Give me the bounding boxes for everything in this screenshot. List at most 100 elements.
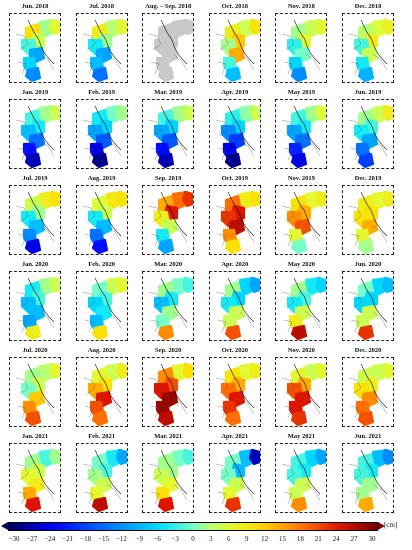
panel-map-frame bbox=[342, 271, 394, 341]
anomaly-region bbox=[357, 324, 375, 340]
map-panel: Feb. 2019 bbox=[73, 87, 131, 171]
anomaly-region bbox=[224, 496, 241, 512]
anomaly-region bbox=[357, 496, 375, 512]
panel-map-frame bbox=[75, 13, 128, 83]
coastline bbox=[160, 449, 188, 495]
country-borders bbox=[149, 377, 188, 419]
country-borders bbox=[82, 33, 121, 75]
anomaly-map bbox=[149, 104, 194, 168]
country-borders bbox=[149, 291, 188, 333]
panel-map-frame bbox=[75, 443, 128, 513]
panel-map-frame bbox=[342, 357, 394, 427]
anomaly-region bbox=[248, 362, 260, 380]
coastline bbox=[227, 363, 255, 409]
map-panel: May 2021 bbox=[272, 431, 330, 515]
anomaly-region bbox=[91, 496, 108, 512]
anomaly-region bbox=[24, 496, 42, 512]
map-panel: Jun. 2018 bbox=[6, 1, 64, 85]
map-panel: Apr. 2019 bbox=[206, 87, 264, 171]
panel-map-frame bbox=[208, 271, 261, 341]
panel-map-frame bbox=[75, 357, 128, 427]
colorbar-tick-label: −6 bbox=[153, 535, 161, 543]
anomaly-map bbox=[15, 190, 60, 254]
anomaly-region bbox=[24, 238, 42, 254]
panel-map-frame bbox=[342, 99, 394, 169]
country-borders bbox=[215, 33, 254, 75]
panel-map-frame bbox=[9, 357, 61, 427]
country-borders bbox=[215, 377, 254, 419]
anomaly-region bbox=[248, 18, 260, 36]
anomaly-map bbox=[82, 276, 127, 340]
anomaly-region bbox=[291, 238, 308, 254]
coastline bbox=[227, 277, 255, 323]
anomaly-region bbox=[91, 324, 108, 340]
coastline bbox=[360, 363, 388, 409]
anomaly-region bbox=[115, 104, 127, 122]
coastline bbox=[94, 277, 121, 323]
anomaly-region bbox=[182, 276, 194, 294]
panel-title: Jan. 2021 bbox=[21, 433, 49, 440]
panel-title: Aug. 2019 bbox=[87, 175, 116, 182]
coastline bbox=[94, 363, 121, 409]
panel-map-frame bbox=[75, 271, 128, 341]
coastline bbox=[360, 105, 388, 151]
anomaly-map bbox=[282, 448, 327, 512]
colorbar-tick-label: −3 bbox=[171, 535, 179, 543]
panel-title: Jun. 2020 bbox=[354, 261, 382, 268]
map-panel: Jun. 2021 bbox=[339, 431, 397, 515]
coastline bbox=[294, 191, 321, 237]
anomaly-region bbox=[91, 66, 108, 82]
panel-map-frame bbox=[342, 443, 394, 513]
country-borders bbox=[15, 377, 55, 419]
anomaly-region bbox=[115, 448, 127, 466]
panel-map-frame bbox=[275, 13, 328, 83]
anomaly-region bbox=[158, 66, 175, 82]
anomaly-region bbox=[224, 324, 241, 340]
colorbar-tick-label: −27 bbox=[26, 535, 38, 543]
anomaly-map bbox=[215, 18, 260, 82]
country-borders bbox=[282, 377, 321, 419]
anomaly-map bbox=[149, 448, 194, 512]
panel-title: Jan. 2019 bbox=[21, 89, 49, 96]
panel-title: Dec. 2019 bbox=[354, 175, 382, 182]
panel-map-frame bbox=[208, 13, 261, 83]
map-panel: Jun. 2019 bbox=[339, 87, 397, 171]
anomaly-map bbox=[15, 18, 60, 82]
panel-title: Nov. 2020 bbox=[287, 347, 315, 354]
country-borders bbox=[348, 463, 388, 505]
map-panel: Mar. 2019 bbox=[139, 87, 197, 171]
country-borders bbox=[82, 119, 121, 161]
anomaly-region bbox=[24, 410, 42, 426]
anomaly-region bbox=[224, 152, 241, 168]
panel-title: Dec. 2018 bbox=[354, 3, 382, 10]
anomaly-map bbox=[82, 104, 127, 168]
anomaly-region bbox=[115, 362, 127, 380]
anomaly-region bbox=[115, 276, 127, 294]
map-panel: Nov. 2020 bbox=[272, 345, 330, 429]
country-borders bbox=[15, 119, 55, 161]
panel-title: Aug. – Sep. 2018 bbox=[145, 3, 192, 10]
coastline bbox=[294, 19, 321, 65]
anomaly-region bbox=[48, 362, 60, 380]
coastline bbox=[94, 191, 121, 237]
panel-map-frame bbox=[275, 271, 328, 341]
coastline bbox=[227, 105, 255, 151]
map-panel: Apr. 2021 bbox=[206, 431, 264, 515]
coastline bbox=[227, 449, 255, 495]
country-borders bbox=[282, 463, 321, 505]
anomaly-region bbox=[381, 276, 393, 294]
panel-title: Apr. 2019 bbox=[221, 89, 249, 96]
anomaly-region bbox=[91, 152, 108, 168]
anomaly-map bbox=[82, 448, 127, 512]
panel-title: Nov. 2019 bbox=[287, 175, 315, 182]
colorbar-tick-label: −24 bbox=[44, 535, 56, 543]
country-borders bbox=[149, 119, 188, 161]
panel-map-frame bbox=[342, 13, 394, 83]
map-panel: Oct. 2019 bbox=[206, 173, 264, 257]
anomaly-map bbox=[82, 362, 127, 426]
anomaly-map bbox=[348, 276, 393, 340]
colorbar-tick-label: 0 bbox=[191, 535, 195, 543]
anomaly-map bbox=[215, 104, 260, 168]
map-panel: Jan. 2021 bbox=[6, 431, 64, 515]
panel-map-frame bbox=[208, 443, 261, 513]
